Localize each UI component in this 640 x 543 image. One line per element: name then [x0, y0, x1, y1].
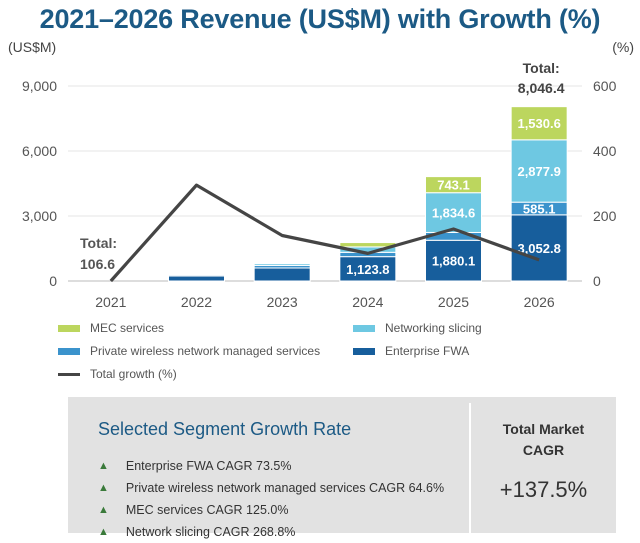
- legend-label-growth: Total growth (%): [90, 367, 177, 381]
- bar-segment-slicing: [425, 192, 482, 233]
- legend-item-slicing: Networking slicing: [353, 321, 482, 335]
- total-2021-label: Total:: [80, 235, 117, 251]
- x-tick-label: 2025: [438, 294, 469, 310]
- chart-title: 2021–2026 Revenue (US$M) with Growth (%): [39, 4, 601, 34]
- y-tick-label: 6,000: [22, 143, 57, 159]
- x-tick-label: 2023: [267, 294, 298, 310]
- legend-item-mec: MEC services: [58, 321, 164, 335]
- total-market-cagr-heading: Total Market CAGR: [471, 419, 616, 461]
- panel-title: Selected Segment Growth Rate: [98, 419, 352, 439]
- list-item: ▲ MEC services CAGR 125.0%: [98, 499, 444, 521]
- total-2026-value: 8,046.4: [518, 80, 565, 96]
- panel-divider: [469, 403, 471, 533]
- bar-segment-fwa: [510, 214, 568, 282]
- cagr-heading-line2: CAGR: [522, 442, 565, 458]
- growth-line: [109, 183, 540, 283]
- x-tick-label: 2024: [352, 294, 383, 310]
- bar-segment-fwa: [168, 275, 225, 282]
- list-item: ▲ Network slicing CAGR 268.8%: [98, 521, 444, 543]
- y-axis-unit-left: (US$M): [8, 39, 56, 55]
- bar-segment-slicing: [253, 263, 311, 266]
- list-item: ▲ Private wireless network managed servic…: [98, 477, 444, 499]
- legend-swatch-fwa: [353, 347, 375, 355]
- legend-item-fwa: Enterprise FWA: [353, 344, 469, 358]
- y2-tick-label: 200: [593, 208, 617, 224]
- data-label-mec: 743.1: [437, 178, 470, 193]
- y2-tick-label: 0: [593, 273, 601, 289]
- legend-swatch-managed: [58, 347, 80, 355]
- total-2021-value: 106.6: [80, 256, 115, 272]
- legend-item-managed: Private wireless network managed service…: [58, 344, 320, 358]
- legend: MEC services Networking slicing Private …: [0, 319, 640, 391]
- triangle-up-icon: ▲: [98, 482, 109, 494]
- bar-segment-slicing: [510, 139, 568, 203]
- data-label-managed: 585.1: [523, 202, 556, 217]
- total-2026-label: Total:: [523, 60, 560, 76]
- triangle-up-icon: ▲: [98, 460, 109, 472]
- data-label-mec: 1,530.6: [517, 116, 560, 131]
- segment-growth-text: MEC services CAGR 125.0%: [125, 503, 289, 517]
- bar-segment-mec: [510, 106, 568, 141]
- segment-growth-text: Enterprise FWA CAGR 73.5%: [125, 459, 292, 473]
- y-tick-label: 3,000: [22, 208, 57, 224]
- legend-label-mec: MEC services: [90, 321, 165, 335]
- segment-growth-text: Private wireless network managed service…: [125, 481, 445, 495]
- legend-swatch-slicing: [353, 324, 375, 332]
- legend-label-managed: Private wireless network managed service…: [90, 344, 321, 358]
- x-tick-label: 2022: [181, 294, 212, 310]
- data-label-slicing: 1,834.6: [432, 206, 475, 221]
- legend-label-fwa: Enterprise FWA: [385, 344, 470, 358]
- legend-swatch-growth: [58, 372, 80, 376]
- segment-list: ▲ Enterprise FWA CAGR 73.5% ▲ Private wire…: [98, 455, 444, 543]
- y-tick-label: 9,000: [22, 78, 57, 94]
- bar-segment-mec: [425, 176, 482, 194]
- x-tick-label: 2026: [524, 294, 555, 310]
- bar-segment-managed: [168, 274, 225, 277]
- data-label-slicing: 2,877.9: [517, 164, 560, 179]
- chart-area: (US$M) (%) 0 3,000 6,000 9,000 0 200 400 600 2021 2…: [8, 39, 634, 310]
- data-label-fwa: 3,052.8: [517, 241, 560, 256]
- triangle-up-icon: ▲: [98, 526, 109, 538]
- data-label-fwa: 1,880.1: [432, 254, 475, 269]
- legend-item-growth: Total growth (%): [58, 367, 177, 381]
- growth-rate-panel: Selected Segment Growth Rate ▲ Enterprise…: [68, 397, 616, 539]
- legend-label-slicing: Networking slicing: [385, 321, 482, 335]
- total-market-cagr-value: +137.5%: [499, 477, 588, 502]
- bar-segment-fwa: [253, 267, 311, 282]
- segment-growth-text: Network slicing CAGR 268.8%: [125, 525, 296, 539]
- list-item: ▲ Enterprise FWA CAGR 73.5%: [98, 455, 444, 477]
- legend-swatch-mec: [58, 324, 80, 332]
- y2-tick-label: 400: [593, 143, 617, 159]
- data-label-fwa: 1,123.8: [346, 262, 389, 277]
- triangle-up-icon: ▲: [98, 504, 109, 516]
- y-tick-label: 0: [49, 273, 57, 289]
- cagr-heading-line1: Total Market: [502, 421, 585, 437]
- x-tick-label: 2021: [95, 294, 126, 310]
- y-axis-unit-right: (%): [612, 39, 634, 55]
- y2-tick-label: 600: [593, 78, 617, 94]
